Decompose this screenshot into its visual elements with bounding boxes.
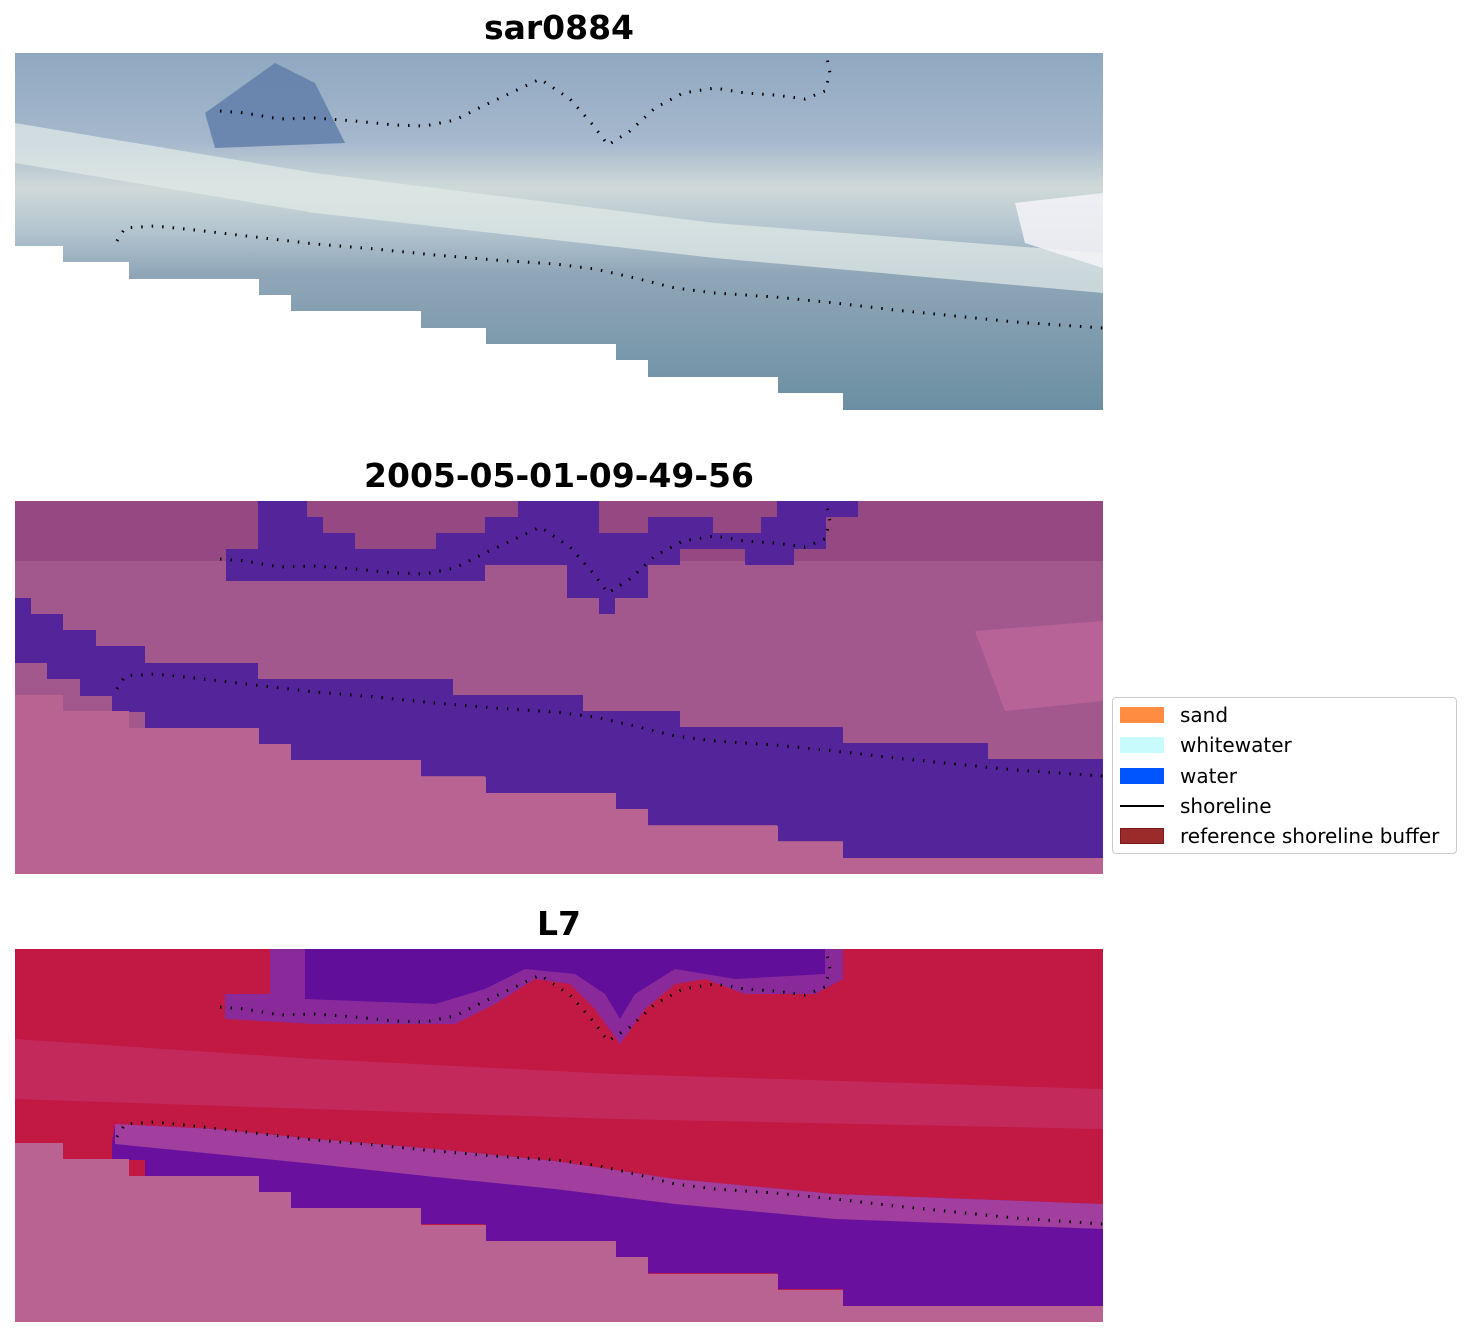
index-mid-band xyxy=(15,1039,1103,1129)
sand-swatch xyxy=(1120,707,1164,723)
classification-panel xyxy=(15,501,1103,874)
surf-band xyxy=(15,123,1103,293)
panel-title-3: L7 xyxy=(537,904,581,943)
legend-label-reference-shoreline-buffer: reference shoreline buffer xyxy=(1180,824,1440,848)
legend-label-water: water xyxy=(1180,764,1237,788)
whitewater-swatch xyxy=(1120,737,1164,753)
water-swatch xyxy=(1120,768,1164,784)
legend-item-shoreline: shoreline xyxy=(1120,794,1272,818)
dark-water-patch xyxy=(205,63,345,148)
water-class-upper xyxy=(226,501,858,614)
legend-label-whitewater: whitewater xyxy=(1180,733,1292,757)
panel-title-1: sar0884 xyxy=(483,8,635,47)
legend: sand whitewater water shoreline referenc… xyxy=(1112,697,1457,854)
legend-label-shoreline: shoreline xyxy=(1180,794,1272,818)
nodata-area xyxy=(15,1143,1103,1322)
shoreline-lower xyxy=(115,224,1103,330)
shoreline-lower xyxy=(115,672,1103,778)
index-panel xyxy=(15,949,1103,1322)
legend-label-sand: sand xyxy=(1180,703,1229,727)
shoreline-line-swatch xyxy=(1120,805,1164,807)
legend-item-reference-shoreline-buffer: reference shoreline buffer xyxy=(1120,824,1440,848)
index-low-lower xyxy=(112,1124,1103,1306)
index-low-upper-core xyxy=(305,949,825,1019)
index-transition-lower xyxy=(115,1124,1103,1229)
water-class-lower xyxy=(15,598,1103,858)
rgb-image-panel xyxy=(15,53,1103,410)
reference-buffer-swatch xyxy=(1120,828,1164,844)
panel-title-2: 2005-05-01-09-49-56 xyxy=(364,456,754,495)
legend-item-sand: sand xyxy=(1120,703,1229,727)
nodata-mask xyxy=(15,246,843,410)
nodata-area xyxy=(15,695,1103,874)
legend-item-water: water xyxy=(1120,764,1237,788)
legend-item-whitewater: whitewater xyxy=(1120,733,1292,757)
bright-surf-patch xyxy=(1015,193,1103,268)
bright-right-patch xyxy=(975,621,1103,711)
shoreline-lower xyxy=(115,1120,1103,1226)
